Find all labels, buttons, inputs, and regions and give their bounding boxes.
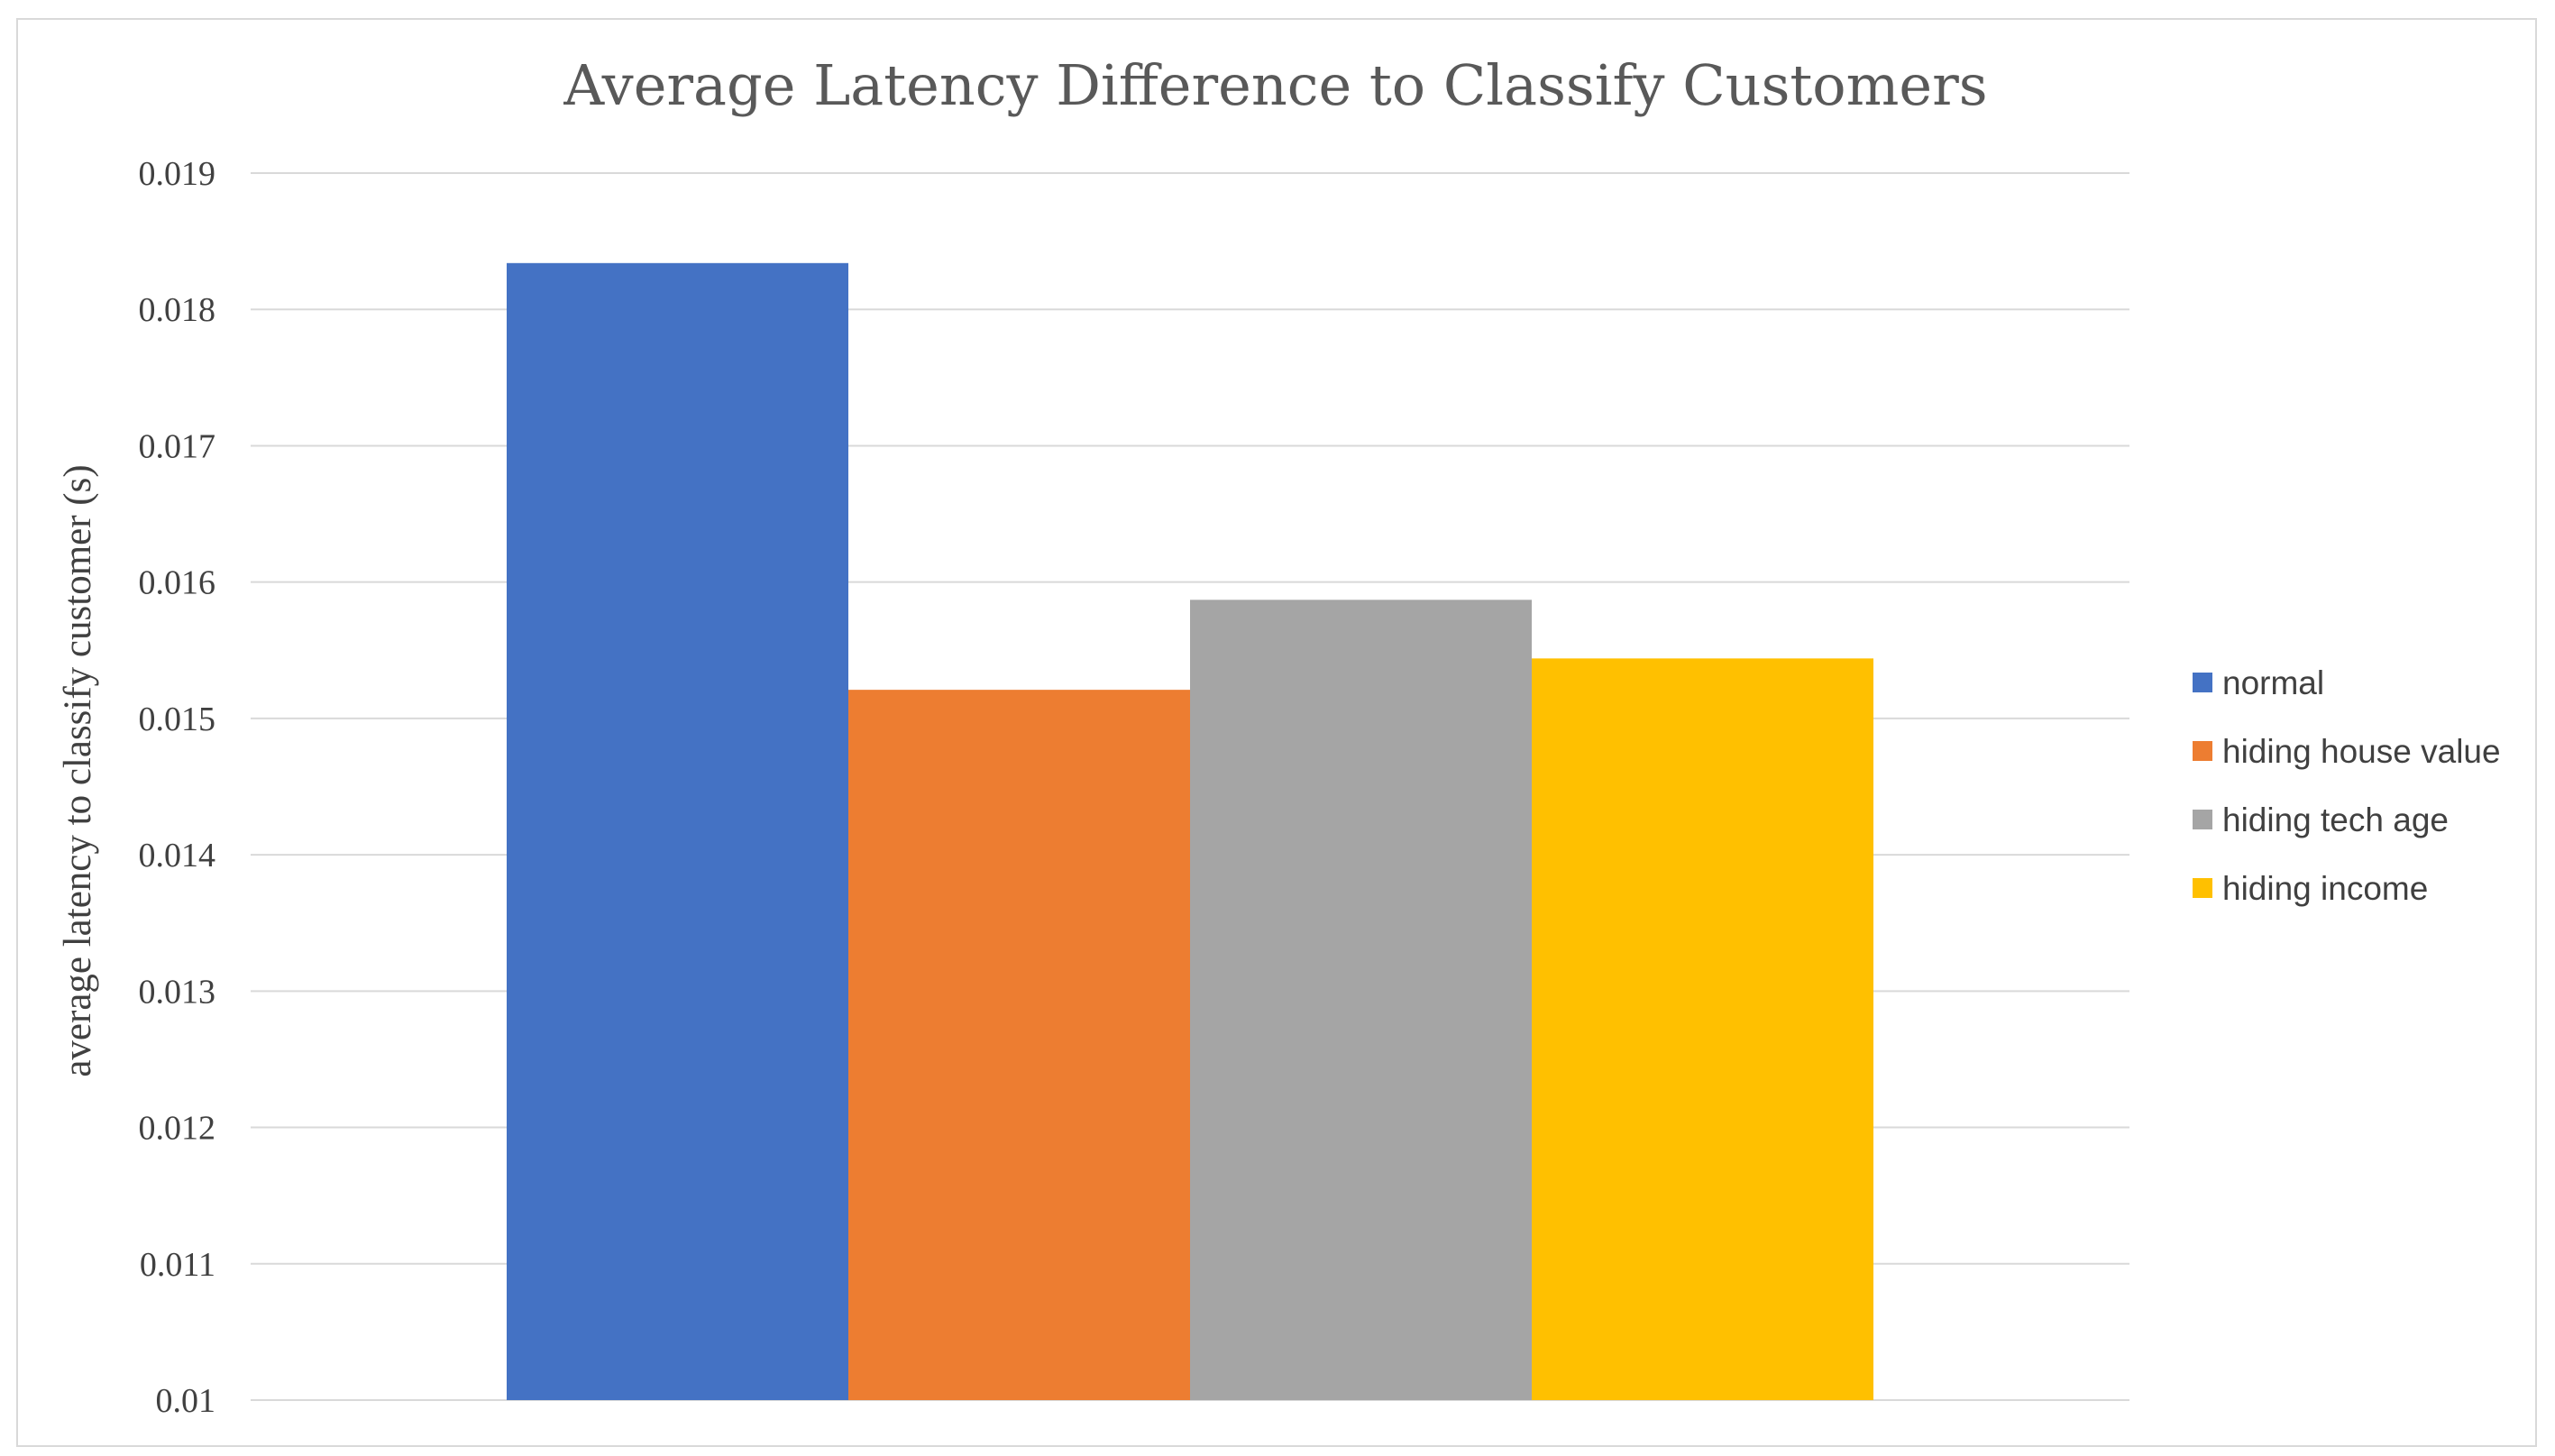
y-tick-label: 0.016	[139, 564, 216, 602]
y-tick-label: 0.01	[156, 1382, 216, 1420]
y-tick-label: 0.012	[139, 1110, 216, 1148]
y-tick-label: 0.014	[139, 837, 216, 875]
y-tick-label: 0.013	[139, 973, 216, 1011]
legend-label: hiding house value	[2222, 733, 2501, 770]
y-tick-label: 0.011	[140, 1246, 215, 1284]
y-tick-label: 0.019	[139, 155, 216, 193]
legend-swatch	[2193, 810, 2212, 829]
legend: normal hiding house value hiding tech age h…	[2193, 664, 2501, 907]
bar-normal	[507, 262, 848, 1401]
legend-swatch	[2193, 878, 2212, 898]
legend-label: normal	[2222, 664, 2324, 701]
y-tick-label: 0.015	[139, 701, 216, 738]
y-axis-ticks: 0.019 0.018 0.017 0.016 0.015 0.014 0.013 0.012…	[139, 155, 216, 1420]
legend-label: hiding income	[2222, 870, 2428, 907]
bars	[507, 262, 1873, 1401]
legend-swatch	[2193, 741, 2212, 761]
y-tick-label: 0.018	[139, 291, 216, 329]
bar-hiding-income	[1532, 658, 1873, 1400]
legend-swatch	[2193, 673, 2212, 692]
bar-hiding-house-value	[848, 690, 1190, 1400]
legend-label: hiding tech age	[2222, 801, 2449, 838]
bar-hiding-tech-age	[1190, 600, 1532, 1400]
chart-title: Average Latency Difference to Classify C…	[563, 52, 1987, 118]
y-tick-label: 0.017	[139, 427, 216, 465]
y-axis-label: average latency to classify customer (s)	[57, 464, 99, 1076]
